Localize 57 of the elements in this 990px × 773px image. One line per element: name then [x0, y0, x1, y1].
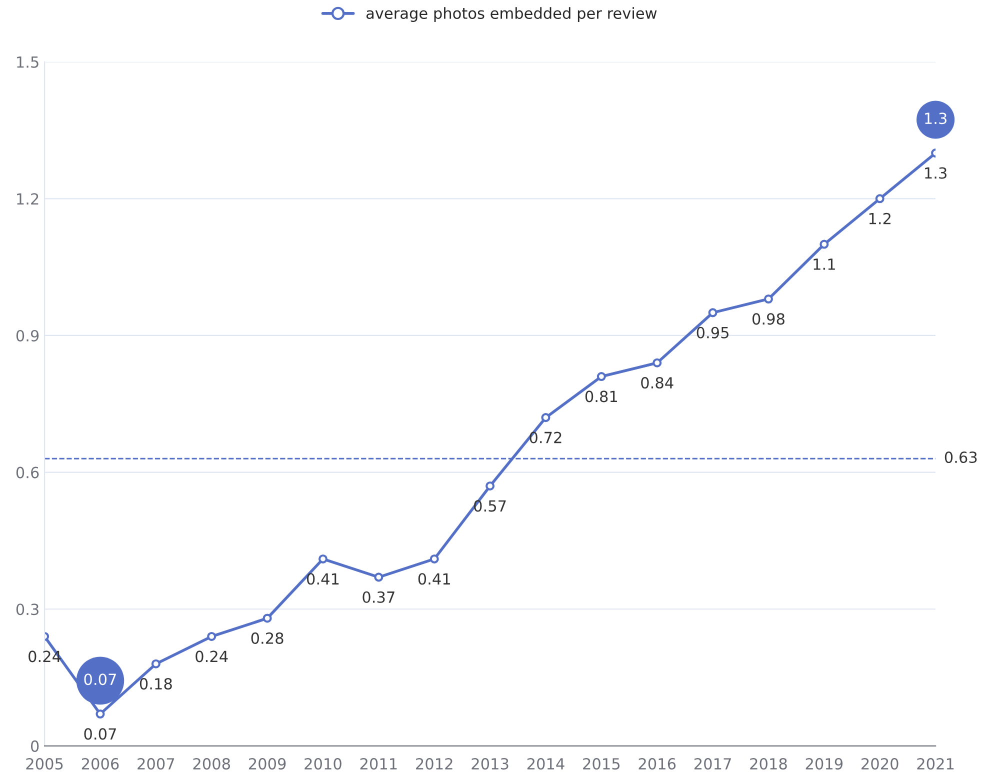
point — [541, 413, 550, 422]
point — [207, 632, 216, 642]
x-tick-label: 2005 — [26, 758, 63, 770]
point — [708, 308, 718, 318]
data-label: 0.84 — [641, 377, 674, 389]
x-tick-label: 2020 — [862, 758, 898, 770]
x-tick-label: 2014 — [527, 758, 564, 770]
data-label: 0.28 — [251, 632, 284, 644]
point — [596, 372, 606, 382]
x-tick-label: 2013 — [472, 758, 508, 770]
data-label: 1.1 — [814, 258, 835, 270]
x-tick-label: 2016 — [638, 758, 676, 770]
y-tick-label: 0.9 — [16, 330, 39, 342]
annotation: 1.3 — [925, 112, 946, 124]
x-tick-label: 2007 — [138, 758, 174, 770]
x-tick-label: 2011 — [360, 758, 397, 770]
point — [652, 358, 662, 368]
x-tick-label: 2008 — [193, 758, 230, 770]
x-tick-label: 2010 — [304, 758, 342, 770]
y-tick-label: 0 — [30, 740, 39, 752]
data-label: 0.18 — [140, 678, 172, 690]
point — [262, 614, 272, 623]
y-tick-label: 1.2 — [17, 193, 38, 204]
x-tick-label: 2009 — [248, 758, 286, 770]
x-tick-label: 2015 — [583, 758, 620, 770]
point — [820, 240, 829, 249]
point — [318, 554, 328, 564]
data-label: 0.98 — [752, 313, 784, 325]
y-tick-label: 0.6 — [16, 466, 39, 478]
annotation: 0.07 — [84, 674, 116, 686]
point — [374, 572, 384, 582]
point — [430, 554, 439, 564]
point — [875, 194, 884, 204]
data-label: 0.07 — [84, 728, 116, 740]
point — [486, 481, 495, 490]
data-label: 0.72 — [530, 432, 562, 444]
point — [151, 659, 160, 668]
point — [764, 294, 774, 304]
data-label: 0.37 — [362, 591, 394, 603]
ref-line-label: 0.63 — [944, 452, 977, 464]
data-label: 0.95 — [696, 326, 728, 338]
x-tick-label: 2006 — [82, 758, 119, 770]
x-tick-label: 2018 — [750, 758, 787, 770]
x-tick-label: 2012 — [416, 758, 452, 770]
data-label: 1.2 — [869, 212, 890, 224]
data-label: 0.81 — [585, 390, 618, 402]
legend-label: average photos embedded per review — [366, 7, 657, 22]
x-tick-label: 2019 — [806, 758, 843, 770]
y-tick-label: 1.5 — [17, 56, 38, 68]
x-tick-label: 2021 — [917, 758, 954, 770]
y-tick-label: 0.3 — [16, 604, 38, 616]
data-label: 0.41 — [306, 573, 339, 585]
point — [96, 710, 105, 719]
data-label: 0.24 — [196, 650, 228, 662]
data-label: 1.3 — [925, 167, 946, 179]
data-label: 0.41 — [418, 573, 450, 585]
x-tick-label: 2017 — [694, 758, 731, 770]
